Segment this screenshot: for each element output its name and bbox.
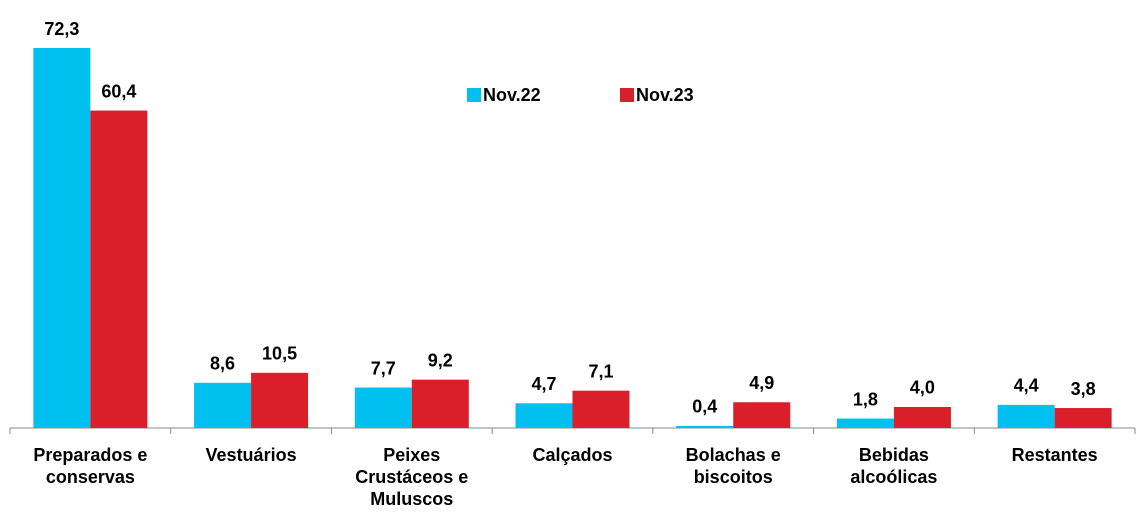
bar bbox=[1054, 408, 1112, 428]
bar bbox=[893, 406, 951, 428]
legend-swatch bbox=[467, 88, 481, 102]
x-tick-label: Bolachas e biscoitos bbox=[685, 445, 781, 487]
bar bbox=[90, 110, 148, 428]
x-tick-label: Bebidas alcoólicas bbox=[850, 445, 938, 487]
bar bbox=[411, 379, 469, 428]
bar bbox=[836, 418, 894, 428]
data-label: 1,8 bbox=[853, 389, 878, 409]
x-tick-label: Preparados e conservas bbox=[33, 445, 148, 487]
data-label: 4,0 bbox=[910, 378, 935, 398]
data-label: 72,3 bbox=[44, 19, 79, 39]
data-label: 4,9 bbox=[749, 373, 774, 393]
x-tick-label: Calçados bbox=[532, 445, 613, 465]
data-label: 0,4 bbox=[692, 397, 717, 417]
data-label: 10,5 bbox=[262, 344, 297, 364]
legend-swatch bbox=[620, 88, 634, 102]
bar bbox=[733, 402, 791, 428]
bar bbox=[997, 404, 1055, 428]
data-label: 7,1 bbox=[588, 361, 613, 381]
data-label: 60,4 bbox=[101, 81, 136, 101]
data-label: 7,7 bbox=[371, 358, 396, 378]
data-label: 9,2 bbox=[428, 350, 453, 370]
legend-label: Nov.22 bbox=[483, 85, 541, 105]
data-label: 3,8 bbox=[1071, 379, 1096, 399]
bar bbox=[251, 372, 309, 428]
x-tick-label: Vestuários bbox=[205, 445, 297, 465]
x-tick-label: Restantes bbox=[1011, 445, 1098, 465]
data-label: 4,4 bbox=[1014, 376, 1039, 396]
data-label: 4,7 bbox=[531, 374, 556, 394]
bar bbox=[354, 387, 412, 428]
bar bbox=[194, 382, 252, 428]
bar bbox=[33, 48, 91, 428]
bar bbox=[572, 390, 630, 428]
bar bbox=[515, 403, 573, 428]
legend-label: Nov.23 bbox=[636, 85, 694, 105]
data-label: 8,6 bbox=[210, 354, 235, 374]
x-tick-label: Peixes Crustáceos e Muluscos bbox=[355, 445, 469, 509]
bar bbox=[676, 425, 734, 428]
